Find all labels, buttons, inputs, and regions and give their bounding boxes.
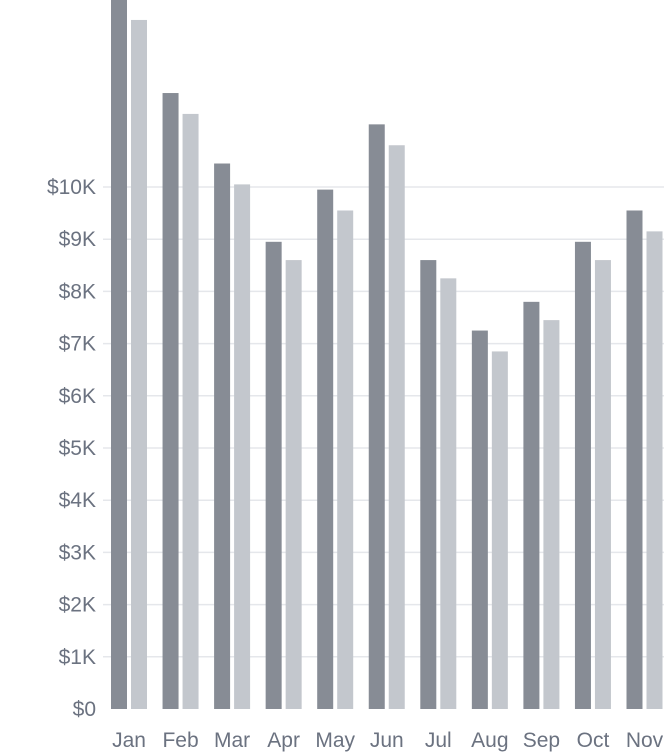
x-tick-label: Jun [370, 729, 404, 752]
y-tick-label: $10K [47, 176, 96, 199]
bar-series-2-sep [543, 320, 560, 709]
y-tick-label: $5K [59, 437, 96, 460]
bar-series-2-jul [440, 278, 457, 709]
x-tick-label: Apr [267, 729, 300, 752]
bar-series-2-may [337, 210, 354, 710]
y-tick-label: $0 [73, 698, 96, 721]
x-tick-label: Mar [214, 729, 250, 752]
y-tick-label: $4K [59, 489, 96, 512]
y-tick-label: $6K [59, 385, 96, 408]
x-tick-label: Nov [626, 729, 664, 752]
x-axis-ticks: Jan Feb Mar Apr May Jun Jul Aug Sep Oct Nov [112, 729, 664, 752]
bar-series-2-jun [388, 145, 405, 710]
y-tick-label: $3K [59, 541, 96, 564]
bar-series-1-jan [111, 0, 127, 709]
x-tick-label: Sep [523, 729, 560, 752]
x-tick-label: May [315, 729, 355, 752]
bar-series-2-nov [646, 231, 663, 709]
bar-series-1-sep [523, 301, 540, 709]
bar-series-1-apr [265, 241, 282, 709]
bar-series-1-nov [626, 210, 643, 710]
y-tick-label: $9K [59, 228, 96, 251]
y-axis-ticks: $0 $1K $2K $3K $4K $5K $6K $7K $8K $9K $10K [47, 176, 96, 721]
bar-series-1-jul [420, 260, 437, 709]
x-tick-label: Feb [162, 729, 198, 752]
x-tick-label: Oct [577, 729, 610, 752]
x-tick-label: Jan [112, 729, 146, 752]
y-tick-label: $2K [59, 594, 96, 617]
bar-series-2-oct [594, 260, 611, 709]
bar-series-2-mar [234, 184, 251, 709]
bar-series-1-aug [471, 330, 488, 709]
bar-series-2-jan [131, 19, 147, 709]
bar-series-2-feb [182, 113, 199, 710]
bar-series-1-oct [574, 241, 591, 709]
bar-series-1-jun [368, 124, 385, 710]
bar-series-2-aug [491, 351, 508, 709]
bar-series-1-may [317, 189, 334, 710]
x-tick-label: Aug [471, 729, 508, 752]
y-tick-label: $1K [59, 646, 96, 669]
bar-series-1-mar [214, 163, 231, 709]
y-tick-label: $7K [59, 333, 96, 356]
y-tick-label: $8K [59, 280, 96, 303]
x-tick-label: Jul [425, 729, 452, 752]
bar-series-1-feb [162, 93, 179, 710]
bar-series-2-apr [285, 260, 302, 709]
bars-group [111, 0, 663, 710]
